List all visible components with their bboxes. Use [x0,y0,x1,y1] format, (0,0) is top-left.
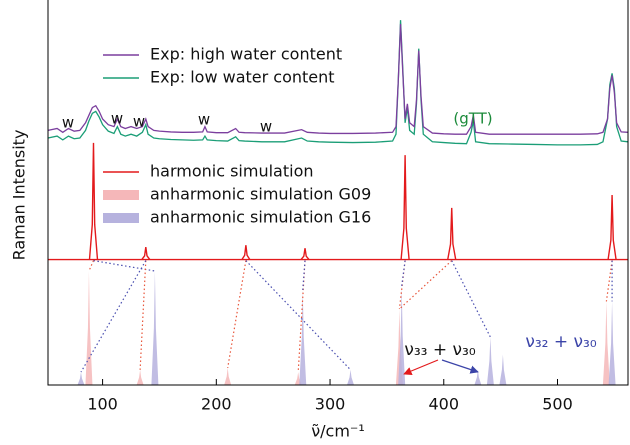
connector [451,260,491,338]
anharmonic-peak [608,301,616,385]
x-axis-label: ν̃/cm⁻¹ [311,422,365,441]
x-tick-label: 200 [201,395,232,414]
connector [399,260,453,310]
connector [401,260,406,287]
legend-label: anharmonic simulation G16 [150,208,371,227]
anharmonic-peak [602,301,610,385]
anharmonic-peak [224,367,232,385]
anharmonic-peak [499,354,507,385]
x-tick-label: 500 [542,395,573,414]
harmonic-peak [400,155,410,260]
connector [139,260,147,370]
legend-label: anharmonic simulation G09 [150,185,371,204]
annotation: w [260,118,272,136]
annotation: w [62,114,74,132]
y-axis-label: Raman Intensity [10,130,29,261]
exp-line [47,20,629,146]
anharmonic-peak [85,271,93,385]
connector [80,260,147,373]
anharmonic-peak [151,271,159,385]
harmonic-peak [88,142,99,260]
annotation: ν₃₃ + ν₃₀ [404,340,475,360]
annotation: w [111,110,123,128]
legend-swatch [103,213,139,223]
connector [605,260,613,302]
arrow [441,359,479,374]
anharmonic-peak [136,369,144,385]
anharmonic-peak [77,372,85,385]
plot-frame [47,0,629,386]
connector [227,260,247,369]
x-tick-label: 300 [315,395,346,414]
legend-label: Exp: high water content [150,45,342,64]
harmonic-peak [141,246,151,261]
harmonic-peak [447,207,457,260]
anharmonic-peak [347,369,355,385]
x-tick-label: 400 [428,395,459,414]
x-tick-label: 100 [87,395,118,414]
harmonic-peak [241,245,251,260]
connector [297,260,306,373]
annotation: (gTT) [453,110,492,128]
connector [302,260,306,291]
harmonic-peak [300,248,310,261]
arrow [403,359,439,376]
legend-swatch [103,190,139,200]
legend-label: harmonic simulation [150,162,314,181]
anharmonic-peak [299,290,307,385]
annotation: ν₃₂ + ν₃₀ [525,332,596,352]
connector [245,260,351,371]
exp-line [47,23,629,135]
annotation: w [133,113,145,131]
anharmonic-peak [474,369,482,385]
anharmonic-peak [398,286,406,385]
legend-label: Exp: low water content [150,68,335,87]
anharmonic-peak [486,337,494,385]
annotation: w [198,111,210,129]
connector [88,260,95,272]
harmonic-peak [607,194,617,260]
